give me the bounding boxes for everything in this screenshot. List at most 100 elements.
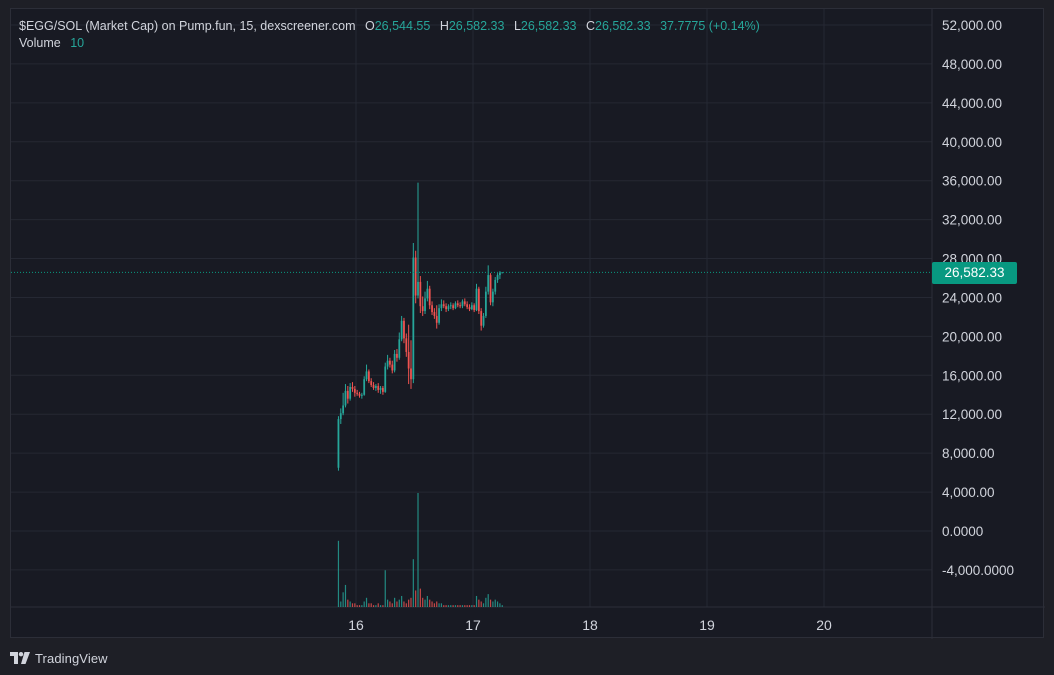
price-tick-label: 24,000.00: [942, 290, 1002, 305]
symbol-title[interactable]: $EGG/SOL (Market Cap) on Pump.fun, 15, d…: [19, 19, 356, 33]
volume-bar: [440, 603, 443, 607]
candle-body: [489, 275, 492, 303]
volume-bar: [340, 601, 342, 607]
tradingview-logo-icon: [10, 652, 30, 664]
volume-bar: [410, 597, 412, 607]
candle-body: [391, 364, 394, 371]
low-value: 26,582.33: [520, 19, 577, 33]
volume-bar: [412, 559, 414, 607]
volume-bar: [398, 599, 400, 607]
tradingview-attribution[interactable]: TradingView: [10, 648, 108, 668]
candle-body: [351, 386, 354, 389]
candle-body: [342, 405, 345, 414]
candle-body: [377, 386, 380, 390]
price-tick-label: 8,000.00: [942, 446, 995, 461]
candle-body: [440, 304, 443, 309]
candle-body: [353, 388, 356, 393]
candle-body: [412, 257, 415, 380]
volume-label[interactable]: Volume: [19, 36, 61, 50]
candle-body: [356, 392, 359, 394]
price-tick-label: 0.0000: [942, 524, 983, 539]
candle-body: [445, 306, 447, 310]
candle-body: [374, 386, 377, 388]
candle-body: [417, 281, 419, 296]
candle-body: [339, 413, 342, 420]
volume-bar: [351, 603, 354, 607]
chart-frame[interactable]: 52,000.00 48,000.00 44,000.00 40,000.00 36,0…: [10, 8, 1045, 639]
volume-bar: [368, 603, 370, 607]
volume-bar: [386, 599, 389, 607]
candles: [337, 182, 504, 471]
price-tick-label: 48,000.00: [942, 57, 1002, 72]
volume-bar: [372, 605, 375, 607]
candle-body: [435, 315, 438, 323]
volume-bar: [415, 590, 417, 607]
candle-body: [414, 257, 417, 296]
candle-body: [461, 301, 464, 307]
volume-bar: [464, 605, 466, 607]
volume-bar: [384, 570, 386, 607]
candle-body: [403, 320, 405, 339]
candle-body: [358, 393, 361, 396]
candle-body: [372, 385, 375, 388]
volume-bar: [361, 605, 363, 607]
volume-bar: [473, 605, 475, 607]
candle-body: [398, 339, 401, 358]
close-label: C: [585, 19, 596, 33]
candle-body: [470, 305, 473, 310]
candle-body: [477, 288, 480, 312]
volume-bar: [485, 597, 487, 607]
volume-bar: [492, 601, 494, 607]
volume-bar: [475, 595, 478, 607]
price-tick-label: 44,000.00: [942, 96, 1002, 111]
volume-bar: [377, 603, 379, 607]
candle-body: [363, 379, 366, 395]
price-tick-label: 36,000.00: [942, 174, 1002, 189]
candle-body: [382, 387, 384, 392]
change-value: 37.7775 (+0.14%): [660, 19, 760, 33]
candle-body: [447, 306, 450, 310]
candle-body: [337, 419, 340, 468]
volume-bar: [447, 605, 450, 607]
candle-body: [459, 305, 462, 307]
time-axis[interactable]: 16 17 18 19 20: [348, 617, 832, 633]
price-axis[interactable]: 52,000.00 48,000.00 44,000.00 40,000.00 36,0…: [942, 18, 1014, 578]
candle-body: [456, 303, 459, 306]
close-value: 26,582.33: [595, 19, 651, 33]
candle-body: [346, 390, 349, 399]
volume-bar: [349, 601, 351, 607]
candle-body: [428, 288, 431, 306]
volume-bar: [363, 601, 365, 607]
volume-bar: [461, 605, 464, 607]
candle-body: [484, 291, 487, 316]
candlestick-chart[interactable]: 52,000.00 48,000.00 44,000.00 40,000.00 36,0…: [11, 9, 1045, 639]
volume-bar: [389, 601, 391, 607]
volume-bar: [454, 605, 457, 607]
candle-body: [360, 394, 363, 396]
candle-body: [491, 291, 494, 303]
volume-bar: [466, 605, 468, 607]
volume-bar: [480, 601, 482, 607]
open-label: O: [364, 19, 375, 33]
volume-bar: [494, 599, 496, 607]
time-tick-label: 16: [348, 617, 364, 633]
candle-body: [426, 288, 429, 299]
candle-body: [466, 304, 469, 308]
candle-body: [463, 301, 466, 305]
candle-body: [344, 390, 347, 406]
volume-bar: [487, 594, 489, 607]
candle-body: [396, 353, 398, 358]
volume-bar: [443, 605, 445, 607]
price-tick-label: 12,000.00: [942, 407, 1002, 422]
candle-body: [365, 371, 368, 380]
volume-bar: [405, 603, 407, 607]
candle-body: [367, 371, 370, 382]
time-tick-label: 20: [816, 617, 832, 633]
candle-body: [379, 387, 382, 390]
volume-bar: [452, 605, 454, 607]
volume-bar: [354, 603, 356, 607]
last-price-label: 26,582.33: [932, 262, 1017, 284]
candle-body: [487, 275, 490, 292]
candle-body: [442, 304, 445, 307]
volume-bars: [337, 493, 503, 607]
